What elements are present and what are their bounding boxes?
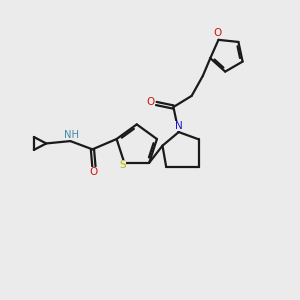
Text: O: O	[213, 28, 221, 38]
Text: NH: NH	[64, 130, 79, 140]
Text: S: S	[119, 160, 126, 170]
Text: N: N	[176, 121, 183, 130]
Text: O: O	[146, 97, 154, 107]
Text: O: O	[90, 167, 98, 177]
